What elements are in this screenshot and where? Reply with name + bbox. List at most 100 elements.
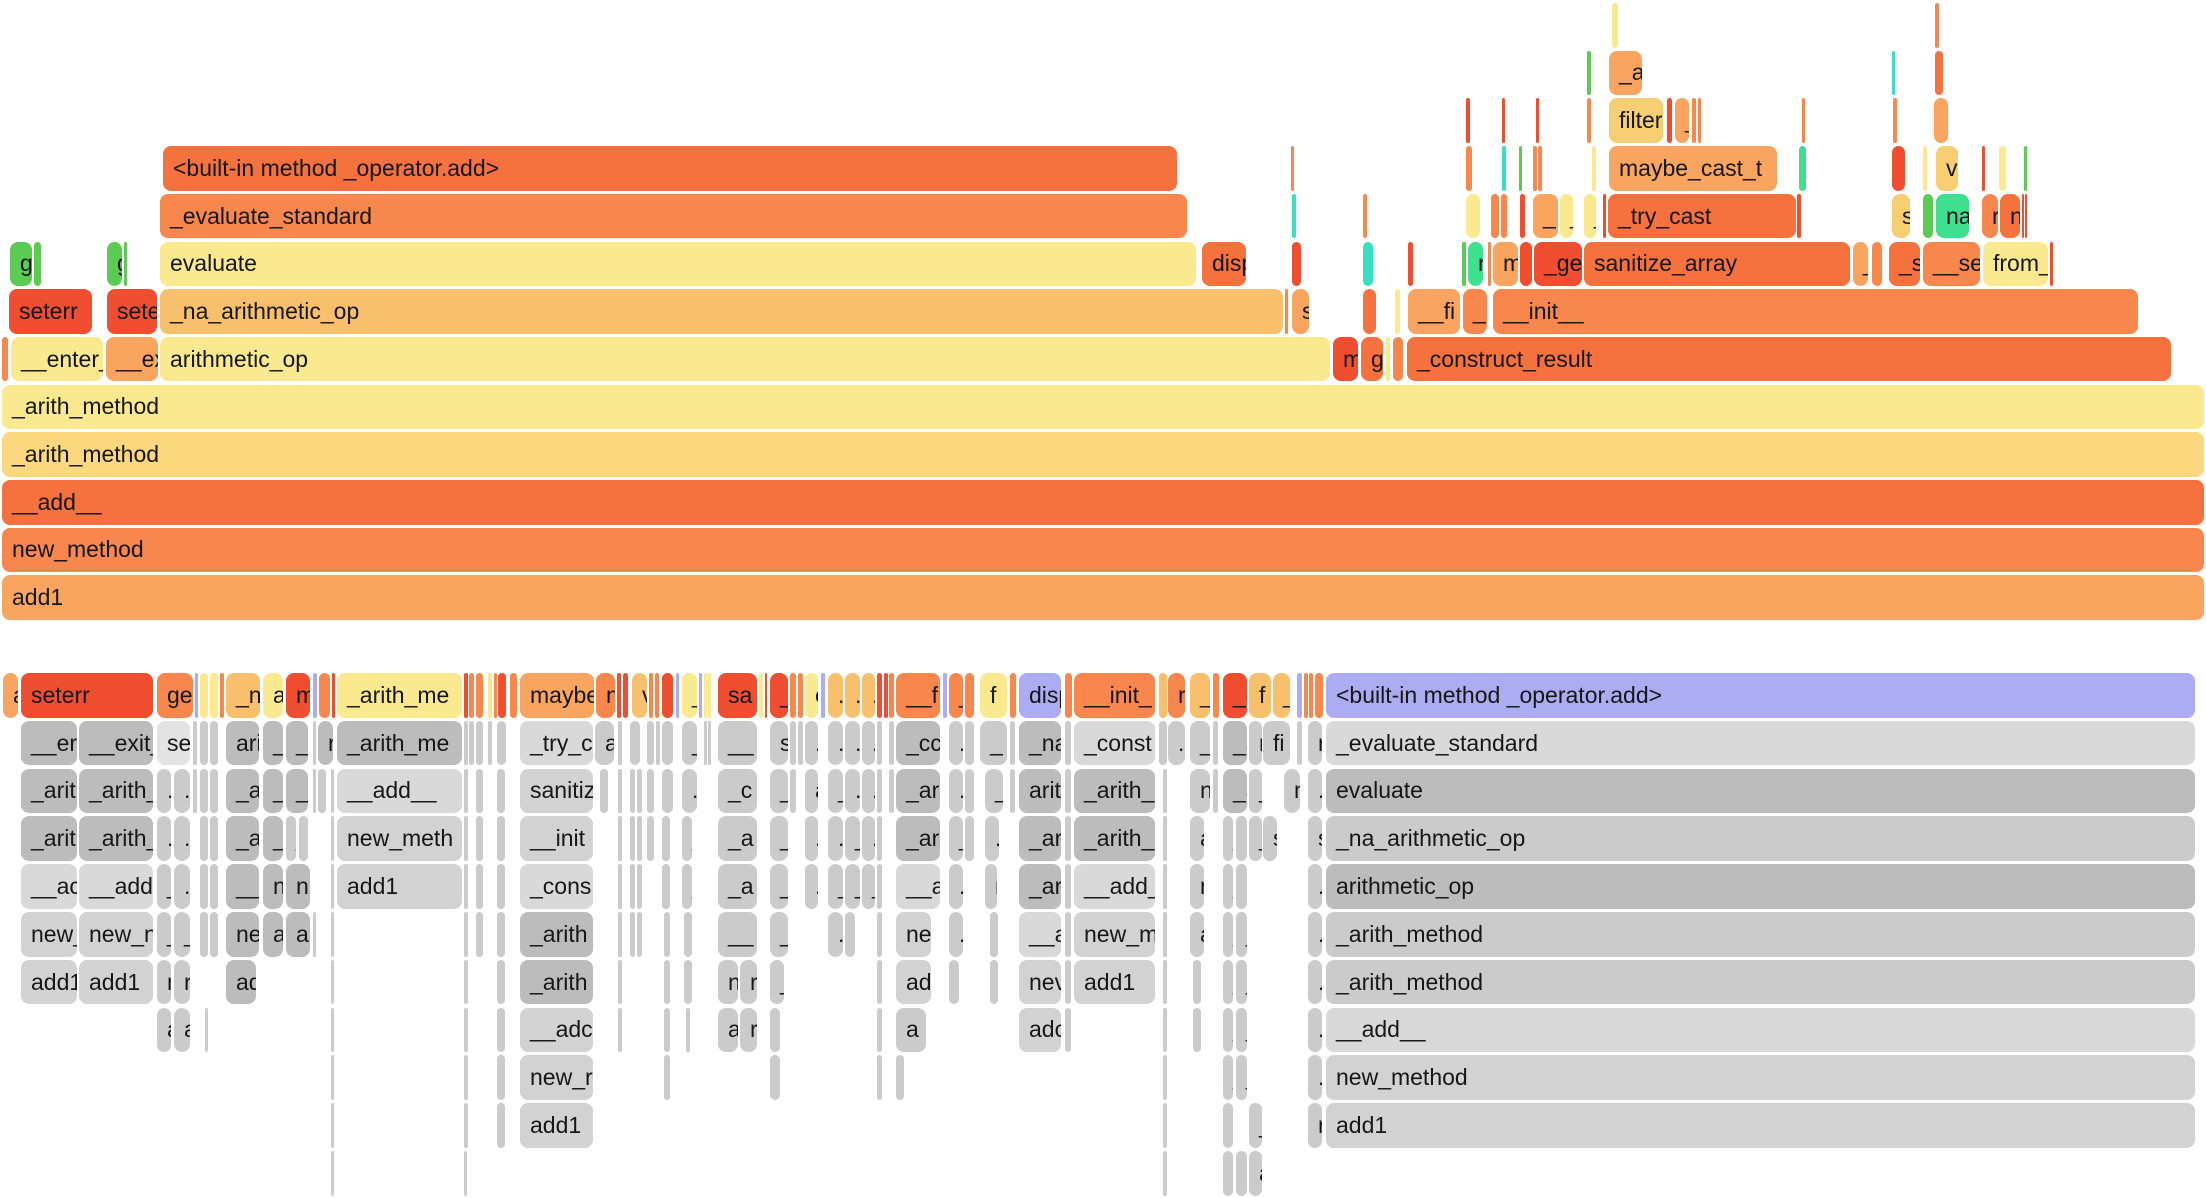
frame-sliver[interactable] (1519, 146, 1522, 191)
frame-[interactable]: . (157, 816, 171, 861)
frame-sliver[interactable] (1163, 864, 1167, 909)
frame-sliver[interactable] (790, 673, 796, 718)
frame-__ac[interactable]: __ac (21, 864, 77, 909)
frame-sliver[interactable] (1065, 912, 1071, 957)
frame-disp[interactable]: disp (1019, 673, 1061, 718)
frame-sliver[interactable] (464, 1055, 468, 1100)
frame-sliver[interactable] (464, 768, 468, 814)
frame-sliver[interactable] (1065, 768, 1071, 814)
frame-r[interactable]: r (740, 959, 757, 1005)
frame-sliver[interactable] (510, 673, 517, 718)
frame-[interactable]: . (157, 768, 171, 814)
frame-_[interactable]: _ (263, 720, 283, 766)
frame-sliver[interactable] (1386, 336, 1390, 382)
frame-_[interactable]: _ (1223, 912, 1233, 957)
frame-_[interactable]: _ (174, 912, 190, 957)
frame-[interactable]: . (805, 864, 818, 909)
frame-_evaluate_standard[interactable]: _evaluate_standard (160, 193, 1187, 239)
frame-__add_[interactable]: __add_ (1074, 864, 1155, 909)
frame-[interactable]: . (174, 768, 190, 814)
frame-__a[interactable]: __a (1019, 912, 1061, 957)
frame-sliver[interactable] (1520, 193, 1525, 239)
frame-sliver[interactable] (1193, 1007, 1201, 1053)
frame-sliver[interactable] (845, 912, 855, 957)
frame-sliver[interactable] (1533, 146, 1537, 191)
frame-sliver[interactable] (618, 720, 622, 766)
frame-_[interactable]: _ (1236, 1055, 1247, 1100)
frame-_c[interactable]: _c (718, 768, 757, 814)
frame-r[interactable]: r (1468, 241, 1483, 286)
frame-add1[interactable]: add1 (1326, 1103, 2195, 1148)
frame-sliver[interactable] (1488, 241, 1491, 286)
frame-a[interactable]: a (1190, 912, 1204, 957)
frame-sliver[interactable] (1159, 673, 1167, 718)
frame-sliver[interactable] (476, 912, 483, 957)
frame-nev[interactable]: nev (896, 912, 931, 957)
frame-ad[interactable]: ad (718, 1007, 738, 1053)
frame-_[interactable]: _ (684, 912, 692, 957)
frame-sliver[interactable] (1502, 98, 1505, 143)
frame-a[interactable]: a (990, 959, 998, 1005)
frame-sliver[interactable] (623, 673, 628, 718)
frame-sliver[interactable] (676, 673, 679, 718)
frame-_a[interactable]: _a (226, 768, 259, 814)
frame-_[interactable]: _ (949, 816, 963, 861)
frame-sliver[interactable] (1291, 146, 1294, 191)
frame-_[interactable]: _ (1584, 193, 1596, 239)
frame-ad[interactable]: ad (226, 959, 256, 1005)
frame-sliver[interactable] (1065, 959, 1071, 1005)
frame-n[interactable]: n (263, 864, 283, 909)
frame-_evaluate_standard[interactable]: _evaluate_standard (1326, 720, 2195, 766)
frame-_[interactable]: _ (985, 768, 1003, 814)
frame-s[interactable]: s (1236, 864, 1247, 909)
frame-sliver[interactable] (637, 816, 642, 861)
frame-[interactable]: . (828, 912, 843, 957)
frame-sliver[interactable] (1536, 98, 1539, 143)
frame-sliver[interactable] (1587, 50, 1591, 96)
frame-sliver[interactable] (617, 673, 621, 718)
frame-[interactable]: . (862, 816, 875, 861)
frame-__add__[interactable]: __add__ (1326, 1007, 2195, 1053)
frame-_[interactable]: _ (770, 864, 788, 909)
frame-_[interactable]: _ (1236, 1007, 1247, 1053)
frame-[interactable]: . (949, 864, 963, 909)
frame-sliver[interactable] (704, 673, 707, 718)
frame-sliver[interactable] (2025, 193, 2027, 239)
frame-[interactable]: . (1308, 912, 1322, 957)
frame-r[interactable]: r (157, 959, 171, 1005)
frame-__[interactable]: __ (718, 912, 757, 957)
frame-_[interactable]: _ (828, 864, 843, 909)
frame-_na_arithmetic_op[interactable]: _na_arithmetic_op (160, 289, 1283, 334)
frame-sliver[interactable] (464, 673, 468, 718)
frame-_arith_[interactable]: _arith_ (1074, 816, 1155, 861)
frame-[interactable]: . (949, 912, 963, 957)
frame-sliver[interactable] (464, 1007, 468, 1053)
frame-sliver[interactable] (313, 768, 316, 814)
frame-_[interactable]: _ (949, 673, 963, 718)
frame-_[interactable]: _ (682, 720, 697, 766)
frame-__exit__[interactable]: __exit__ (106, 336, 158, 382)
frame-sliver[interactable] (1408, 241, 1413, 286)
frame-r[interactable]: r (1308, 720, 1322, 766)
frame-sliver[interactable] (210, 768, 218, 814)
frame-_arit[interactable]: _arit (21, 816, 77, 861)
frame-sliver[interactable] (210, 816, 218, 861)
frame-sliver[interactable] (1520, 241, 1532, 286)
frame-sliver[interactable] (193, 720, 197, 766)
frame-_[interactable]: _ (1533, 193, 1558, 239)
frame-sliver[interactable] (637, 768, 642, 814)
frame-f[interactable]: f (1249, 673, 1271, 718)
frame-[interactable]: . (805, 816, 818, 861)
frame-[interactable]: . (497, 1055, 505, 1100)
frame-sliver[interactable] (1213, 720, 1218, 766)
frame-_[interactable]: _ (1463, 289, 1487, 334)
frame-ne[interactable]: ne (718, 959, 738, 1005)
frame-_arith_method[interactable]: _arith_method (1326, 912, 2195, 957)
frame-sliver[interactable] (684, 959, 692, 1005)
frame-a[interactable]: a (263, 673, 283, 718)
frame-[interactable]: . (497, 768, 505, 814)
frame-_[interactable]: _ (682, 673, 697, 718)
frame-new_n[interactable]: new_n (79, 912, 153, 957)
frame-__f[interactable]: __f (896, 673, 940, 718)
frame-f[interactable]: f (497, 720, 506, 766)
